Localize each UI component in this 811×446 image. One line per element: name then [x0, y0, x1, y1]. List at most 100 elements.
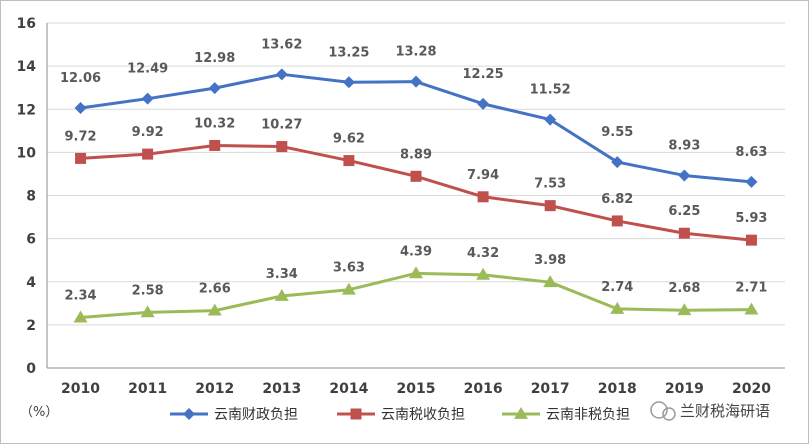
- data-point: [543, 275, 558, 288]
- data-label: 13.28: [395, 45, 436, 60]
- legend-label: 云南财政负担: [214, 407, 298, 423]
- data-point: [141, 92, 154, 105]
- x-tick-label: 2015: [397, 381, 436, 397]
- data-point: [207, 303, 222, 316]
- data-point: [341, 282, 356, 295]
- y-tick-label: 2: [26, 318, 36, 334]
- data-label: 9.92: [132, 125, 164, 140]
- data-label: 4.32: [467, 246, 499, 261]
- data-point: [544, 200, 556, 212]
- data-label: 10.27: [261, 118, 302, 133]
- data-label: 11.52: [530, 83, 571, 98]
- data-point: [745, 175, 758, 188]
- y-tick-label: 6: [26, 232, 36, 248]
- x-tick-label: 2019: [665, 381, 704, 397]
- data-point: [410, 170, 422, 182]
- data-label: 3.63: [333, 261, 365, 276]
- data-label: 12.49: [127, 62, 168, 77]
- data-label: 8.93: [668, 138, 700, 153]
- data-point: [343, 155, 355, 167]
- x-tick-label: 2014: [329, 381, 368, 397]
- x-tick-label: 2011: [128, 381, 167, 397]
- data-point: [410, 75, 422, 88]
- data-point: [142, 148, 154, 160]
- data-label: 12.06: [60, 71, 101, 86]
- data-point: [477, 97, 490, 110]
- data-label: 12.98: [194, 51, 235, 66]
- data-point: [274, 288, 289, 301]
- series-line-0: [80, 72, 752, 184]
- data-label: 3.98: [534, 253, 566, 268]
- data-label: 7.53: [534, 177, 566, 192]
- data-point: [678, 169, 691, 182]
- data-label: 2.58: [132, 283, 164, 298]
- data-label: 6.82: [601, 192, 633, 207]
- data-point: [544, 113, 557, 126]
- x-tick-label: 2020: [732, 381, 771, 397]
- legend-marker: [183, 408, 195, 420]
- legend-label: 云南非税负担: [546, 407, 630, 423]
- data-label: 9.72: [65, 129, 97, 144]
- data-label: 8.63: [735, 145, 767, 160]
- unit-label: （%）: [20, 405, 58, 420]
- x-tick-label: 2012: [195, 381, 234, 397]
- data-point: [74, 101, 87, 114]
- data-label: 10.32: [194, 116, 235, 131]
- data-point: [208, 82, 221, 95]
- y-tick-label: 8: [26, 189, 36, 205]
- data-point: [611, 215, 623, 227]
- data-point: [276, 141, 288, 153]
- data-label: 12.25: [463, 67, 504, 82]
- data-label: 6.25: [668, 204, 700, 219]
- y-tick-label: 16: [17, 16, 36, 32]
- x-tick-label: 2010: [61, 381, 100, 397]
- y-tick-label: 4: [26, 275, 36, 291]
- data-label: 5.93: [735, 211, 767, 226]
- data-label: 2.66: [199, 282, 231, 297]
- y-tick-label: 10: [17, 145, 37, 161]
- data-label: 9.55: [601, 125, 633, 140]
- series-line-2: [80, 271, 752, 320]
- x-tick-label: 2017: [531, 381, 570, 397]
- legend-label: 云南税收负担: [381, 407, 465, 423]
- data-point: [409, 266, 423, 279]
- data-label: 4.39: [400, 244, 432, 259]
- data-point: [611, 156, 624, 169]
- x-tick-label: 2013: [262, 381, 301, 397]
- data-point: [678, 227, 690, 239]
- data-label: 13.62: [261, 37, 302, 52]
- x-tick-label: 2018: [598, 381, 637, 397]
- data-point: [744, 302, 759, 315]
- data-point: [477, 191, 489, 203]
- y-tick-label: 14: [17, 59, 37, 75]
- data-label: 7.94: [467, 168, 499, 183]
- data-label: 2.74: [601, 280, 633, 295]
- data-label: 13.25: [328, 45, 369, 60]
- data-point: [75, 152, 87, 164]
- data-point: [73, 310, 88, 323]
- data-point: [275, 68, 288, 81]
- data-label: 3.34: [266, 267, 298, 282]
- legend-marker: [514, 407, 528, 419]
- wechat-icon: [650, 401, 668, 419]
- data-point: [677, 303, 692, 316]
- data-point: [140, 305, 155, 318]
- data-point: [745, 234, 757, 246]
- y-tick-label: 0: [26, 361, 36, 377]
- data-point: [610, 301, 625, 314]
- legend-marker: [350, 408, 362, 420]
- data-label: 2.68: [668, 281, 700, 296]
- data-label: 2.34: [65, 289, 97, 304]
- watermark-text: 兰财税海研语: [680, 402, 770, 420]
- data-label: 8.89: [400, 147, 432, 162]
- y-tick-label: 12: [17, 102, 36, 118]
- data-label: 2.71: [735, 281, 767, 296]
- data-point: [209, 139, 221, 151]
- x-tick-label: 2016: [464, 381, 503, 397]
- wechat-icon-bubble: [662, 407, 676, 421]
- data-point: [342, 76, 355, 89]
- data-label: 9.62: [333, 132, 365, 147]
- data-point: [476, 267, 491, 280]
